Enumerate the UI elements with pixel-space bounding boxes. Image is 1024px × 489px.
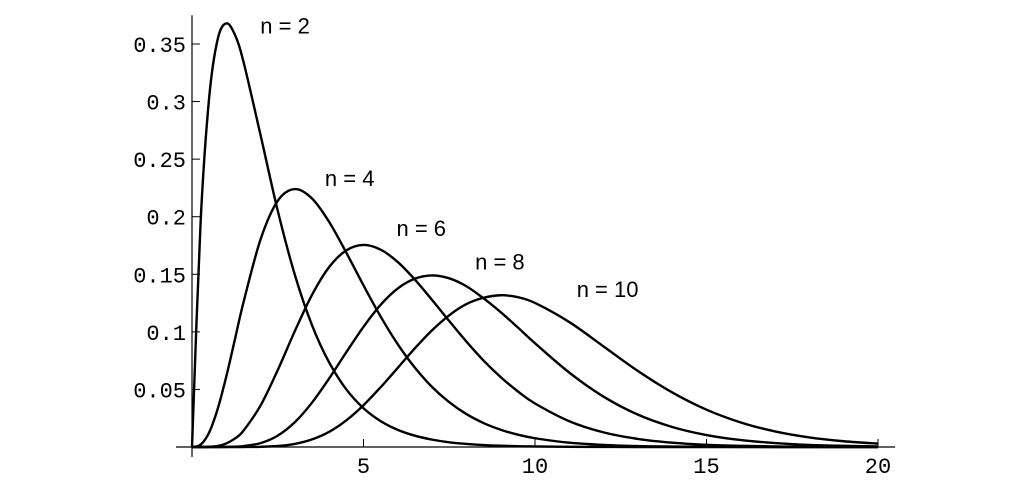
y-tick-label: 0.35 — [133, 34, 186, 59]
x-tick-label: 15 — [693, 455, 719, 480]
x-tick-label: 5 — [357, 455, 370, 480]
series-line — [191, 187, 878, 449]
series-line — [192, 274, 879, 449]
y-tick-label: 0.15 — [133, 264, 186, 289]
x-tick-label: 20 — [865, 455, 891, 480]
series-line — [190, 22, 878, 449]
series-label: n = 8 — [475, 249, 525, 274]
x-tick-label: 10 — [522, 455, 548, 480]
series-label: n = 2 — [260, 13, 310, 38]
series-label: n = 4 — [325, 166, 375, 191]
series-label: n = 6 — [397, 216, 447, 241]
y-tick-label: 0.3 — [146, 92, 186, 117]
series-label: n = 10 — [577, 277, 639, 302]
y-tick-label: 0.05 — [133, 379, 186, 404]
y-tick-label: 0.1 — [146, 322, 186, 347]
y-tick-label: 0.2 — [146, 207, 186, 232]
y-tick-label: 0.25 — [133, 149, 186, 174]
series-line — [192, 294, 879, 449]
series-line — [191, 243, 879, 449]
